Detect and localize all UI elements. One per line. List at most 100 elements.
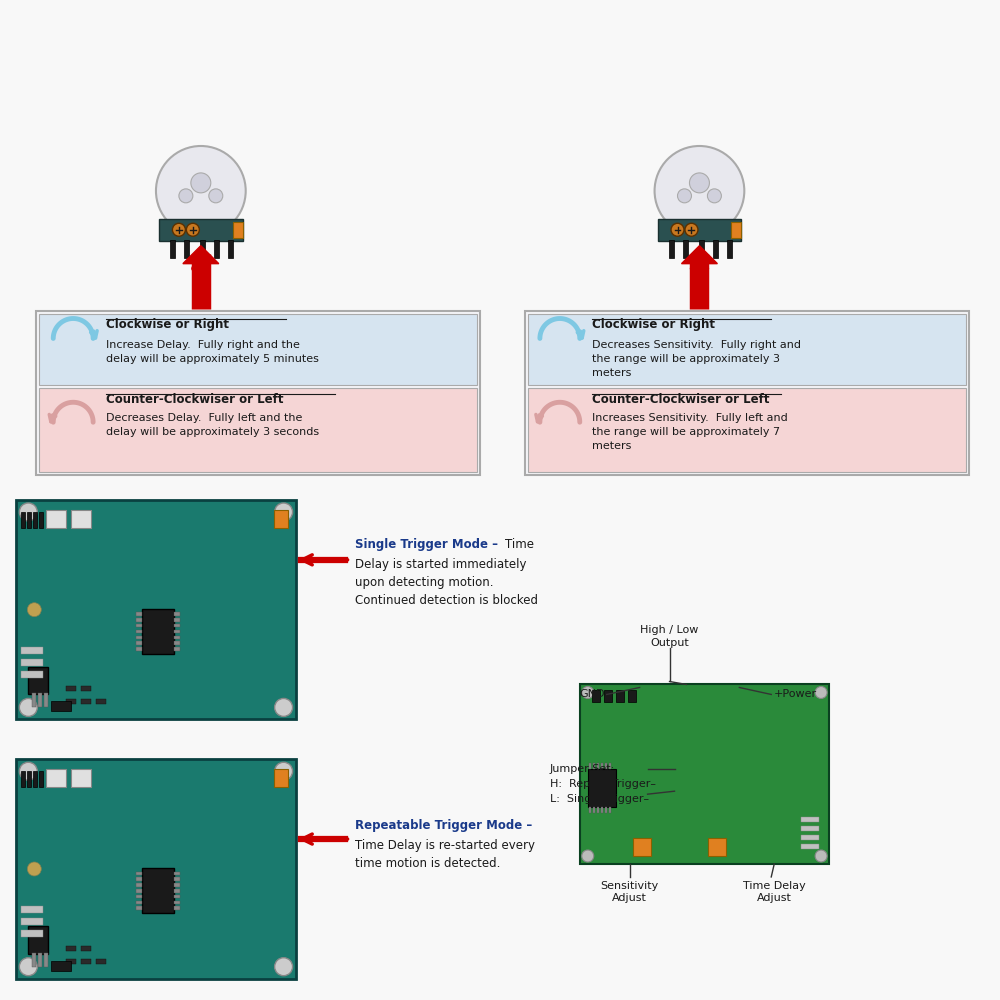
Bar [174, 877, 180, 881]
Circle shape [179, 189, 193, 203]
Text: Delay is started immediately
upon detecting motion.
Continued detection is block: Delay is started immediately upon detect… [355, 558, 538, 607]
Circle shape [27, 603, 41, 617]
Bar [51, 701, 71, 711]
Bar [66, 959, 76, 964]
Bar [33, 771, 37, 787]
Bar [609, 807, 611, 813]
Text: Time: Time [505, 538, 534, 551]
Polygon shape [681, 246, 717, 264]
Bar [170, 240, 175, 258]
Bar [21, 906, 43, 913]
Bar [597, 763, 599, 769]
Bar [136, 624, 142, 627]
Circle shape [582, 850, 594, 862]
FancyBboxPatch shape [39, 388, 477, 472]
Text: Decreases Sensitivity.  Fully right and
the range will be approximately 3
meters: Decreases Sensitivity. Fully right and t… [592, 340, 801, 378]
FancyBboxPatch shape [46, 769, 66, 787]
Bar [136, 877, 142, 881]
Circle shape [19, 762, 37, 780]
FancyBboxPatch shape [528, 388, 966, 472]
Bar [136, 647, 142, 651]
Text: GND: GND [579, 689, 605, 699]
Bar [136, 901, 142, 904]
Text: Sensitivity
Adjust: Sensitivity Adjust [601, 881, 659, 903]
Bar [174, 618, 180, 622]
Bar [593, 763, 595, 769]
Bar [174, 872, 180, 875]
Bar [605, 763, 607, 769]
Text: Time Delay is re-started every
time motion is detected.: Time Delay is re-started every time moti… [355, 839, 535, 870]
Bar [39, 771, 43, 787]
FancyBboxPatch shape [159, 219, 243, 241]
Bar [214, 240, 219, 258]
Bar [142, 868, 174, 913]
Bar [66, 946, 76, 951]
Bar [174, 636, 180, 639]
Bar [136, 636, 142, 639]
FancyBboxPatch shape [39, 314, 477, 385]
Bar [588, 769, 616, 807]
Bar [727, 240, 732, 258]
Bar [174, 612, 180, 616]
Bar [136, 612, 142, 616]
Bar [605, 807, 607, 813]
Bar [66, 699, 76, 704]
Text: Increase Delay.  Fully right and the
delay will be approximately 5 minutes: Increase Delay. Fully right and the dela… [106, 340, 319, 364]
Bar [136, 630, 142, 633]
Text: Counter-Clockwiser or Left: Counter-Clockwiser or Left [106, 393, 284, 406]
Bar [142, 609, 174, 654]
FancyBboxPatch shape [71, 769, 91, 787]
Bar [21, 930, 43, 937]
Bar [136, 883, 142, 887]
FancyBboxPatch shape [525, 311, 969, 475]
Circle shape [275, 698, 293, 716]
Circle shape [191, 173, 211, 193]
Bar [597, 807, 599, 813]
Bar [274, 510, 288, 528]
Bar [174, 901, 180, 904]
Circle shape [582, 686, 594, 698]
Bar [81, 699, 91, 704]
Bar [233, 222, 243, 238]
Bar [33, 512, 37, 528]
Bar [136, 641, 142, 645]
Circle shape [275, 958, 293, 976]
Bar [174, 641, 180, 645]
Bar [21, 671, 43, 678]
Text: Decreases Delay.  Fully left and the
delay will be approximately 3 seconds: Decreases Delay. Fully left and the dela… [106, 413, 319, 437]
Bar [136, 872, 142, 875]
Bar [66, 686, 76, 691]
Bar [274, 769, 288, 787]
Bar [136, 618, 142, 622]
Bar [38, 693, 42, 707]
Bar [96, 959, 106, 964]
Bar [601, 807, 603, 813]
Bar [683, 240, 688, 258]
Bar [174, 624, 180, 627]
Bar [39, 512, 43, 528]
Bar [96, 699, 106, 704]
Bar [628, 690, 636, 702]
Bar [81, 946, 91, 951]
Bar [28, 667, 48, 694]
Bar [801, 817, 819, 822]
Bar [601, 763, 603, 769]
Bar [699, 240, 704, 258]
FancyBboxPatch shape [16, 500, 296, 719]
Circle shape [19, 503, 37, 521]
Bar [21, 647, 43, 654]
Circle shape [685, 223, 698, 236]
Circle shape [815, 686, 827, 698]
FancyBboxPatch shape [708, 838, 726, 856]
Text: Repeatable Trigger Mode –: Repeatable Trigger Mode – [355, 819, 533, 832]
Bar [28, 926, 48, 954]
Bar [21, 918, 43, 925]
Bar [174, 889, 180, 893]
Bar [21, 771, 25, 787]
Bar [593, 807, 595, 813]
Bar [228, 240, 233, 258]
Bar [136, 889, 142, 893]
Circle shape [19, 698, 37, 716]
Bar [801, 826, 819, 831]
Circle shape [275, 762, 293, 780]
